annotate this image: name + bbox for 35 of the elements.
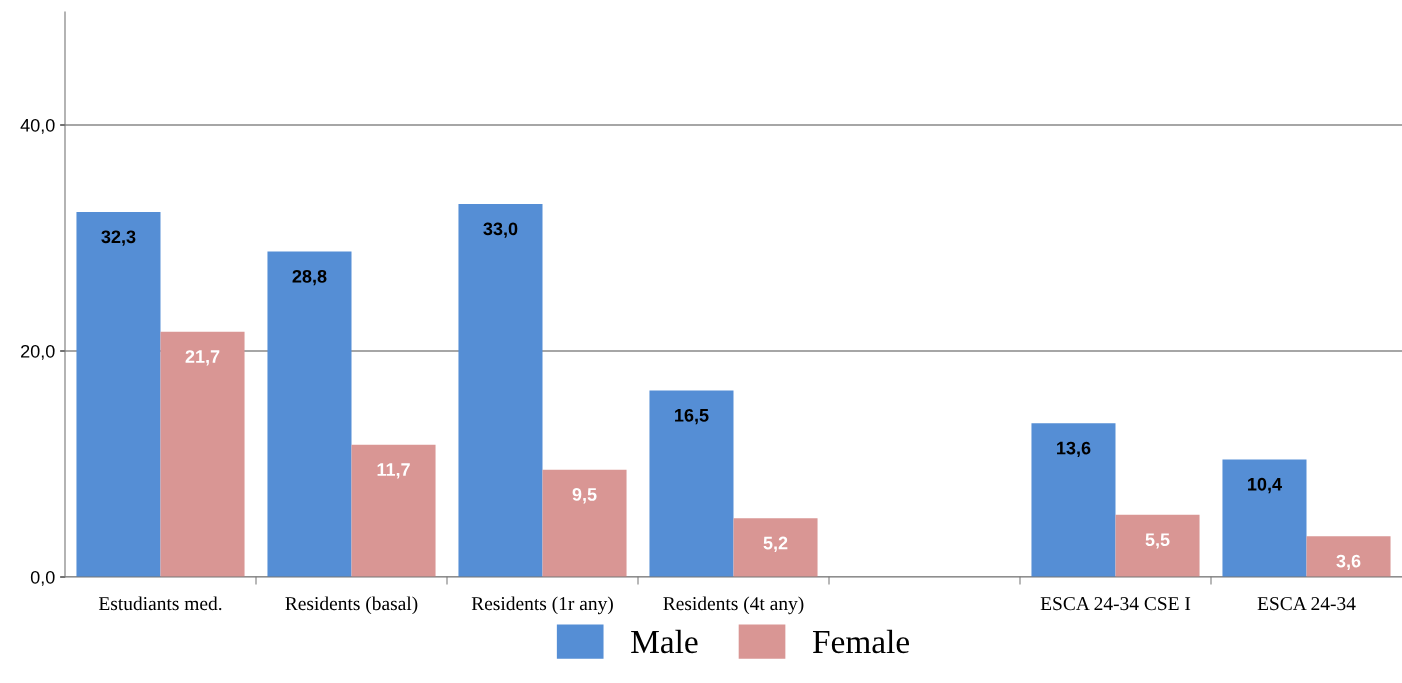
- bar: [160, 331, 245, 577]
- bar: [351, 444, 436, 577]
- y-tick-label: 0,0: [30, 570, 55, 586]
- bar: [458, 204, 543, 577]
- x-tick-label: Residents (1r any): [471, 596, 613, 615]
- bar: [1222, 459, 1307, 577]
- x-tick-label: Residents (basal): [285, 596, 418, 615]
- legend-label: Female: [812, 629, 909, 654]
- x-tick-label: Residents (4t any): [663, 596, 804, 615]
- data-label: 32,3: [101, 230, 136, 246]
- bar: [542, 469, 627, 577]
- bar: [733, 518, 818, 577]
- y-tick-label: 20,0: [21, 344, 55, 360]
- bar: [1115, 514, 1200, 577]
- data-label: 11,7: [377, 463, 410, 479]
- y-tick-label: 40,0: [20, 118, 55, 134]
- data-label: 5,2: [763, 536, 788, 553]
- legend-label: Male: [631, 629, 698, 654]
- data-label: 16,5: [675, 408, 709, 425]
- data-label: 10,4: [1248, 477, 1282, 494]
- x-tick-label: ESCA 24-34: [1257, 597, 1356, 611]
- data-label: 9,5: [572, 488, 597, 504]
- x-tick-label: ESCA 24-34 CSE I: [1040, 597, 1191, 611]
- bar: [76, 212, 161, 577]
- data-label: 5,5: [1145, 533, 1170, 549]
- data-label: 3,6: [1336, 554, 1361, 571]
- bar: [1306, 536, 1391, 577]
- data-label: 33,0: [483, 222, 518, 238]
- bar: [267, 251, 352, 577]
- data-label: 28,8: [292, 269, 327, 286]
- data-label: 21,7: [185, 350, 220, 366]
- bar: [649, 390, 734, 577]
- x-tick-label: Estudiants med.: [98, 596, 222, 611]
- data-label: 13,6: [1057, 441, 1091, 458]
- bar: [1031, 423, 1116, 577]
